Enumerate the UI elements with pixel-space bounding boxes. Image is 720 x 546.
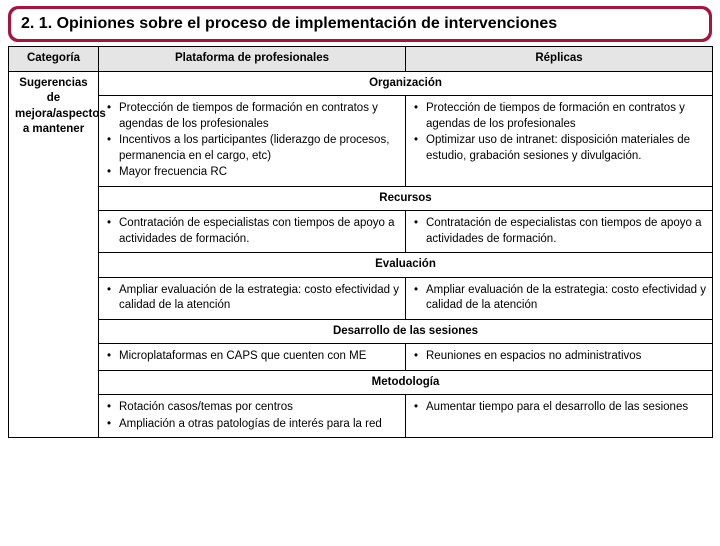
section-body-2: Ampliar evaluación de la estrategia: cos… xyxy=(9,277,713,319)
cell-right-3: Reuniones en espacios no administrativos xyxy=(406,344,713,371)
list-item: Optimizar uso de intranet: disposición m… xyxy=(412,133,706,164)
list-item: Incentivos a los participantes (liderazg… xyxy=(105,133,399,164)
section-header-2: Evaluación xyxy=(9,253,713,278)
cell-right-1: Contratación de especialistas con tiempo… xyxy=(406,211,713,253)
opinions-table: Categoría Plataforma de profesionales Ré… xyxy=(8,46,713,438)
list-right-1: Contratación de especialistas con tiempo… xyxy=(412,216,706,247)
list-left-3: Microplataformas en CAPS que cuenten con… xyxy=(105,349,399,365)
list-item: Contratación de especialistas con tiempo… xyxy=(412,216,706,247)
section-body-3: Microplataformas en CAPS que cuenten con… xyxy=(9,344,713,371)
header-categoria: Categoría xyxy=(9,47,99,72)
list-right-4: Aumentar tiempo para el desarrollo de la… xyxy=(412,400,706,416)
page-title: 2. 1. Opiniones sobre el proceso de impl… xyxy=(11,9,709,39)
header-plataforma: Plataforma de profesionales xyxy=(99,47,406,72)
header-row: Categoría Plataforma de profesionales Ré… xyxy=(9,47,713,72)
list-item: Mayor frecuencia RC xyxy=(105,165,399,181)
cell-left-2: Ampliar evaluación de la estrategia: cos… xyxy=(99,277,406,319)
list-item: Contratación de especialistas con tiempo… xyxy=(105,216,399,247)
section-header-4: Metodología xyxy=(9,370,713,395)
section-name-1: Recursos xyxy=(99,186,713,211)
list-left-0: Protección de tiempos de formación en co… xyxy=(105,101,399,181)
cell-left-3: Microplataformas en CAPS que cuenten con… xyxy=(99,344,406,371)
section-body-1: Contratación de especialistas con tiempo… xyxy=(9,211,713,253)
list-left-4: Rotación casos/temas por centrosAmpliaci… xyxy=(105,400,399,432)
list-item: Microplataformas en CAPS que cuenten con… xyxy=(105,349,399,365)
list-right-2: Ampliar evaluación de la estrategia: cos… xyxy=(412,283,706,314)
cell-left-0: Protección de tiempos de formación en co… xyxy=(99,96,406,187)
section-body-4: Rotación casos/temas por centrosAmpliaci… xyxy=(9,395,713,438)
list-right-3: Reuniones en espacios no administrativos xyxy=(412,349,706,365)
cell-left-1: Contratación de especialistas con tiempo… xyxy=(99,211,406,253)
cell-right-0: Protección de tiempos de formación en co… xyxy=(406,96,713,187)
cell-right-2: Ampliar evaluación de la estrategia: cos… xyxy=(406,277,713,319)
section-name-3: Desarrollo de las sesiones xyxy=(99,319,713,344)
list-item: Aumentar tiempo para el desarrollo de la… xyxy=(412,400,706,416)
section-header-1: Recursos xyxy=(9,186,713,211)
list-right-0: Protección de tiempos de formación en co… xyxy=(412,101,706,164)
title-bar: 2. 1. Opiniones sobre el proceso de impl… xyxy=(8,6,712,42)
cell-left-4: Rotación casos/temas por centrosAmpliaci… xyxy=(99,395,406,438)
category-cell: Sugerencias de mejora/aspectos a mantene… xyxy=(9,71,99,438)
list-left-2: Ampliar evaluación de la estrategia: cos… xyxy=(105,283,399,314)
list-item: Ampliación a otras patologías de interés… xyxy=(105,417,399,433)
section-name-4: Metodología xyxy=(99,370,713,395)
cell-right-4: Aumentar tiempo para el desarrollo de la… xyxy=(406,395,713,438)
section-header-0: Sugerencias de mejora/aspectos a mantene… xyxy=(9,71,713,96)
list-item: Reuniones en espacios no administrativos xyxy=(412,349,706,365)
section-name-2: Evaluación xyxy=(99,253,713,278)
list-item: Rotación casos/temas por centros xyxy=(105,400,399,416)
list-item: Ampliar evaluación de la estrategia: cos… xyxy=(105,283,399,314)
section-header-3: Desarrollo de las sesiones xyxy=(9,319,713,344)
section-body-0: Protección de tiempos de formación en co… xyxy=(9,96,713,187)
list-item: Ampliar evaluación de la estrategia: cos… xyxy=(412,283,706,314)
header-replicas: Réplicas xyxy=(406,47,713,72)
list-item: Protección de tiempos de formación en co… xyxy=(105,101,399,132)
list-item: Protección de tiempos de formación en co… xyxy=(412,101,706,132)
list-left-1: Contratación de especialistas con tiempo… xyxy=(105,216,399,247)
section-name-0: Organización xyxy=(99,71,713,96)
